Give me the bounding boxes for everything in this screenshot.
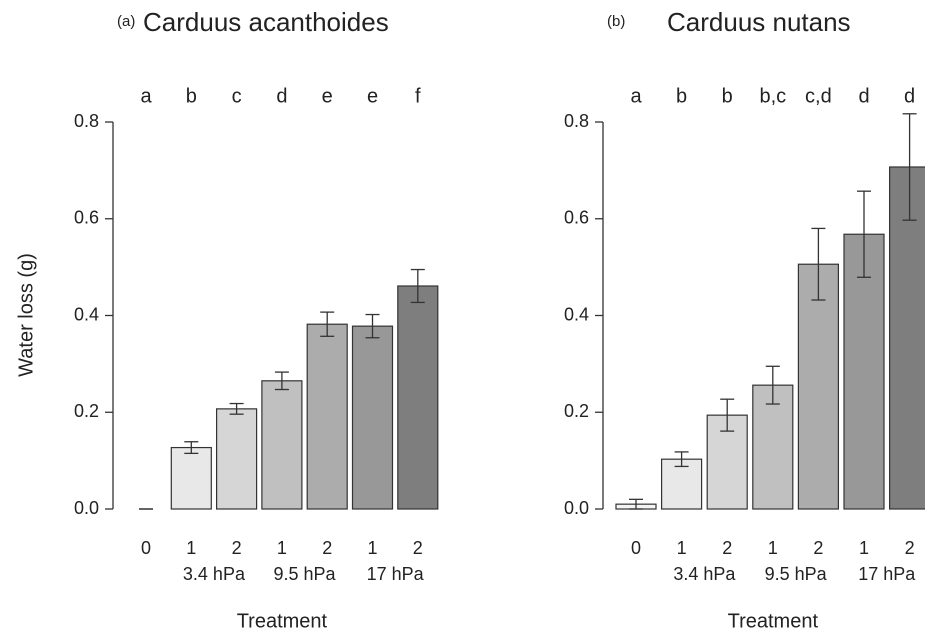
y-tick-label: 0.0 [564,498,589,518]
group-label: 9.5 hPa [765,564,828,584]
x-axis-label: Treatment [728,610,819,632]
significance-letter: b,c [759,85,786,107]
bar [843,233,885,510]
bar [888,166,925,510]
x-tick-label: 2 [232,538,242,558]
bar [261,380,303,510]
x-axis-label: Treatment [237,610,328,632]
y-tick-label: 0.4 [74,304,99,324]
significance-letter: d [276,85,287,107]
significance-letter: e [367,85,378,107]
bar [170,446,212,510]
significance-letter: a [140,85,152,107]
significance-letter: b [186,85,197,107]
chart-title: Carduus nutans [667,7,851,37]
bar [351,325,394,510]
y-tick-label: 0.0 [74,498,99,518]
bar [397,285,439,510]
significance-letter: c [232,85,242,107]
x-tick-label: 1 [186,538,196,558]
group-label: 3.4 hPa [673,564,736,584]
y-tick-label: 0.6 [74,208,99,228]
y-tick-label: 0.6 [564,208,589,228]
chart-title: Carduus acanthoides [143,7,389,37]
x-tick-label: 2 [813,538,823,558]
significance-letter: c,d [805,85,832,107]
bar [752,384,794,510]
x-tick-label: 2 [905,538,915,558]
significance-letter: a [630,85,642,107]
y-tick-label: 0.2 [564,401,589,421]
significance-letter: b [676,85,687,107]
significance-letter: e [322,85,333,107]
bar [306,323,348,510]
x-tick-label: 1 [768,538,778,558]
group-label: 3.4 hPa [183,564,246,584]
significance-letter: d [904,85,915,107]
bar [797,263,840,510]
panel-label: (a) [117,13,135,30]
bar [216,408,258,510]
group-label: 17 hPa [367,564,425,584]
x-tick-label: 2 [322,538,332,558]
x-tick-label: 0 [631,538,641,558]
x-tick-label: 0 [141,538,151,558]
significance-letter: d [858,85,869,107]
y-tick-label: 0.8 [74,111,99,131]
y-tick-label: 0.4 [564,304,589,324]
x-tick-label: 1 [367,538,377,558]
x-tick-label: 1 [277,538,287,558]
x-tick-label: 2 [722,538,732,558]
x-tick-label: 1 [859,538,869,558]
y-tick-label: 0.2 [74,401,99,421]
significance-letter: f [415,85,421,107]
group-label: 17 hPa [858,564,916,584]
significance-letter: b [722,85,733,107]
bar [660,458,703,510]
panel-label: (b) [607,13,625,30]
y-axis-label: Water loss (g) [15,253,37,377]
x-tick-label: 2 [413,538,423,558]
group-label: 9.5 hPa [274,564,337,584]
x-tick-label: 1 [677,538,687,558]
y-tick-label: 0.8 [564,111,589,131]
